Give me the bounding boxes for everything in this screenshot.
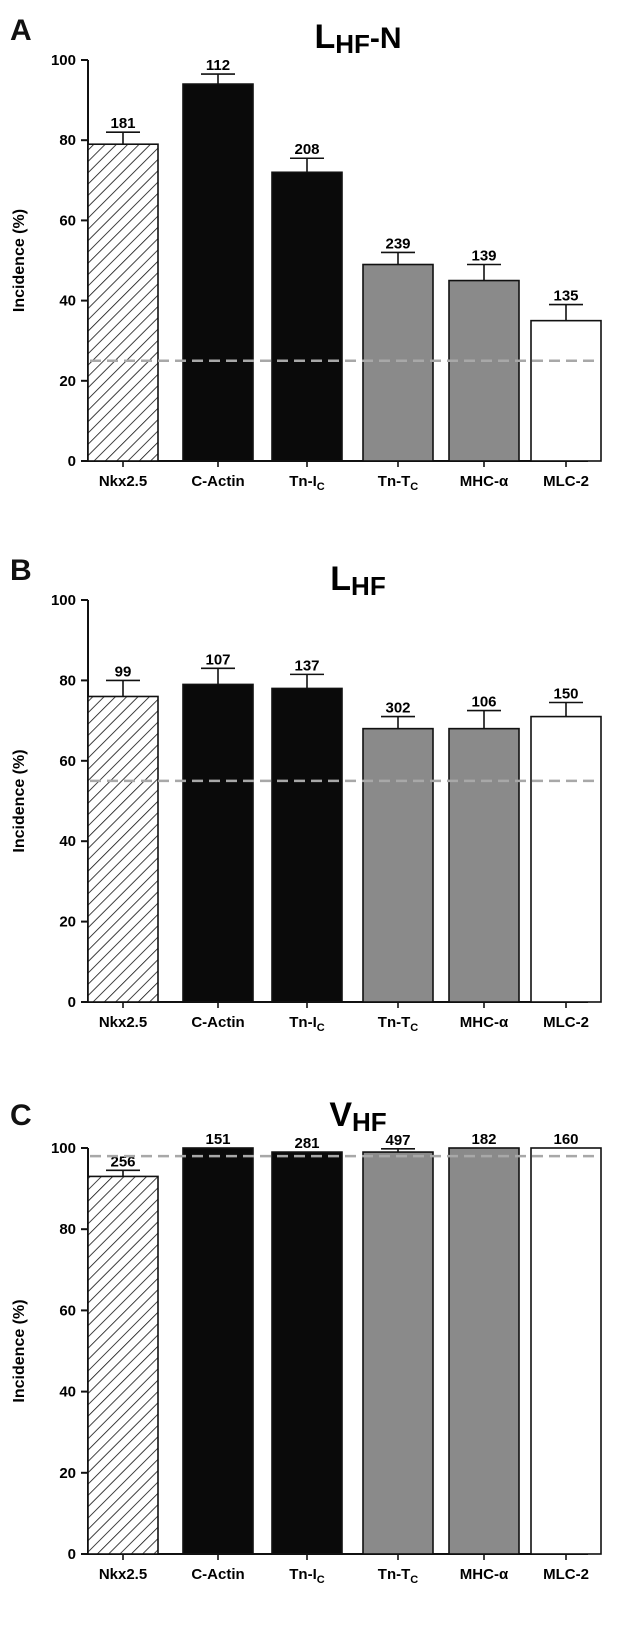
bar (182, 83, 254, 462)
bar (448, 1147, 520, 1555)
chart-title: LHF-N (314, 18, 401, 59)
y-tick-label: 80 (59, 1221, 76, 1238)
x-tick-label: Nkx2.5 (99, 473, 147, 490)
y-tick-label: 100 (51, 592, 76, 609)
x-tick-label: MHC-α (460, 1014, 509, 1031)
y-tick-label: 40 (59, 833, 76, 850)
n-label: 302 (385, 700, 410, 717)
x-tick-label: MLC-2 (543, 1566, 589, 1583)
y-tick-label: 20 (59, 914, 76, 931)
bar-chart-a: LHF-N Incidence (%) 0 20 40 60 80 100 181 Nkx2.5 1… (11, 18, 602, 493)
n-label: 281 (294, 1135, 319, 1152)
n-label: 239 (385, 235, 410, 252)
bar (87, 695, 159, 1003)
n-label: 497 (385, 1132, 410, 1149)
n-label: 256 (110, 1153, 135, 1170)
x-tick-label: Tn-TC (378, 473, 418, 493)
y-tick-label: 60 (59, 212, 76, 229)
bar (182, 1147, 254, 1555)
panel-letter: C (10, 1099, 32, 1132)
y-axis-label: Incidence (%) (11, 1299, 28, 1402)
x-tick-label: C-Actin (191, 1014, 244, 1031)
n-label: 208 (294, 141, 319, 158)
panel-letter: A (10, 14, 32, 47)
x-tick-label: Tn-IC (289, 1566, 325, 1586)
bar (362, 727, 434, 1003)
bar (182, 683, 254, 1003)
bar (530, 319, 602, 462)
bar-chart-c: VHF Incidence (%) 0 20 40 60 80 100 256 Nkx2.5 151… (11, 1096, 602, 1586)
y-axis-label: Incidence (%) (11, 209, 28, 312)
n-label: 107 (205, 651, 230, 668)
bar (87, 1175, 159, 1555)
y-tick-label: 100 (51, 1140, 76, 1157)
y-axis-label: Incidence (%) (11, 749, 28, 852)
y-tick-label: 80 (59, 672, 76, 689)
bar (448, 727, 520, 1003)
chart-panel-c: C VHF Incidence (%) 0 20 40 60 80 100 256 Nkx2.5 1… (0, 1085, 634, 1625)
x-tick-label: Nkx2.5 (99, 1014, 147, 1031)
n-label: 150 (553, 686, 578, 703)
chart-panel-a: A LHF-N Incidence (%) 0 20 40 60 80 100 181 Nkx2.… (0, 0, 634, 520)
bar (448, 279, 520, 462)
y-tick-label: 20 (59, 373, 76, 390)
y-tick-label: 0 (68, 1546, 76, 1563)
y-tick-label: 0 (68, 453, 76, 470)
y-tick-label: 20 (59, 1465, 76, 1482)
bar (362, 1151, 434, 1555)
n-label: 99 (115, 663, 132, 680)
n-label: 112 (206, 57, 230, 74)
x-tick-label: Nkx2.5 (99, 1566, 147, 1583)
n-label: 151 (205, 1131, 230, 1148)
x-tick-label: C-Actin (191, 473, 244, 490)
chart-panel-b: B LHF Incidence (%) 0 20 40 60 80 100 99 Nkx2.5 10… (0, 540, 634, 1060)
x-tick-label: MHC-α (460, 473, 509, 490)
bar (87, 143, 159, 462)
bar (530, 715, 602, 1003)
bar (271, 171, 343, 462)
y-tick-label: 60 (59, 753, 76, 770)
x-tick-label: C-Actin (191, 1566, 244, 1583)
x-tick-label: Tn-TC (378, 1014, 418, 1034)
bar (271, 687, 343, 1003)
y-tick-label: 100 (51, 52, 76, 69)
y-tick-label: 40 (59, 293, 76, 310)
bar (530, 1147, 602, 1555)
n-label: 160 (553, 1131, 578, 1148)
x-tick-label: Tn-IC (289, 473, 325, 493)
x-tick-label: MHC-α (460, 1566, 509, 1583)
n-label: 137 (294, 657, 319, 674)
chart-title: VHF (329, 1096, 386, 1137)
x-tick-label: Tn-TC (378, 1566, 418, 1586)
y-tick-label: 40 (59, 1384, 76, 1401)
n-label: 106 (471, 694, 496, 711)
x-tick-label: MLC-2 (543, 473, 589, 490)
x-tick-label: Tn-IC (289, 1014, 325, 1034)
n-label: 135 (553, 288, 578, 305)
bar-chart-b: LHF Incidence (%) 0 20 40 60 80 100 99 Nkx2.5 107 C… (11, 560, 602, 1034)
chart-title: LHF (330, 560, 385, 601)
n-label: 139 (471, 248, 496, 265)
n-label: 181 (110, 115, 135, 132)
n-label: 182 (471, 1131, 496, 1148)
bar (362, 263, 434, 462)
x-tick-label: MLC-2 (543, 1014, 589, 1031)
bar (271, 1151, 343, 1555)
y-tick-label: 80 (59, 132, 76, 149)
panel-letter: B (10, 554, 32, 587)
y-tick-label: 0 (68, 994, 76, 1011)
y-tick-label: 60 (59, 1302, 76, 1319)
